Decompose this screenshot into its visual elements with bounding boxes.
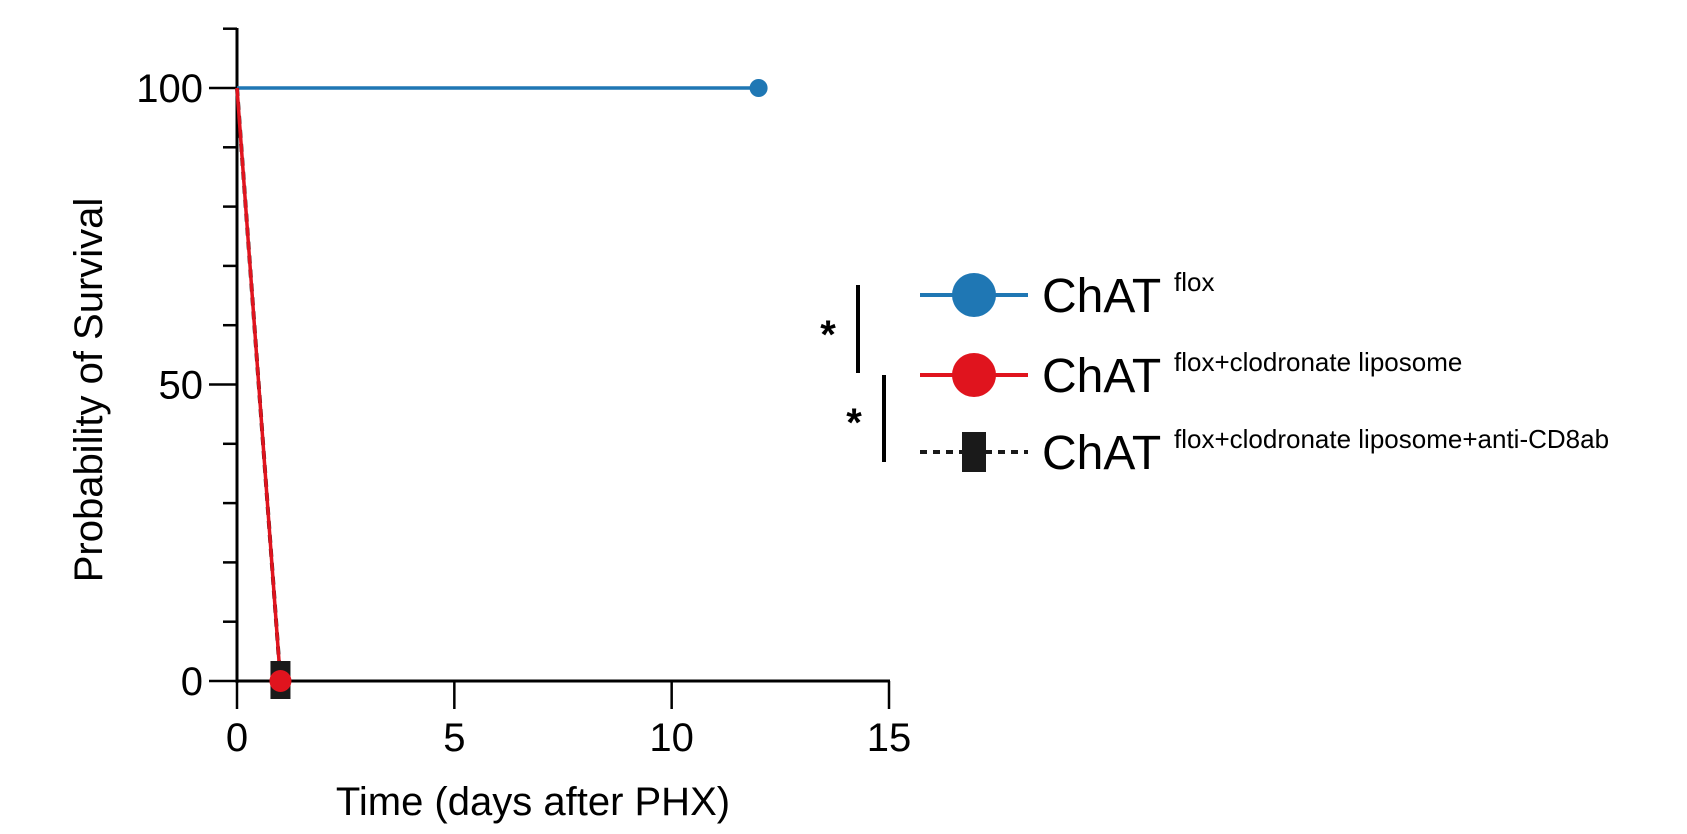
x-tick-label: 15 <box>867 716 912 760</box>
x-tick-label: 5 <box>443 716 465 760</box>
x-axis-title: Time (days after PHX) <box>336 780 730 824</box>
legend-label-1: ChAT <box>1042 350 1161 403</box>
legend-label-sup-0: flox <box>1174 267 1214 297</box>
series-layer <box>235 79 768 699</box>
series-marker-0 <box>749 79 768 97</box>
legend-label-sup-2: flox+clodronate liposome+anti-CD8ab <box>1174 424 1609 454</box>
y-axis-title: Probability of Survival <box>67 198 111 583</box>
series-marker-1 <box>269 670 292 692</box>
legend-label-0: ChAT <box>1042 270 1161 323</box>
axes: 0 50 100 0 5 10 15 <box>136 27 912 760</box>
y-tick-label: 0 <box>181 660 203 704</box>
legend-label-sup-1: flox+clodronate liposome <box>1174 347 1462 377</box>
legend-marker-2 <box>962 432 986 472</box>
legend-marker-1 <box>952 353 996 397</box>
series-line-1 <box>235 87 283 682</box>
legend-marker-0 <box>952 273 996 317</box>
x-tick-label: 0 <box>226 716 248 760</box>
x-tick-label: 10 <box>649 716 694 760</box>
significance-star-0: * <box>820 313 836 357</box>
y-tick-label: 100 <box>136 67 203 111</box>
legend: ChAT flox ChAT flox+clodronate liposome ChAT… <box>820 267 1609 480</box>
legend-label-2: ChAT <box>1042 427 1161 480</box>
y-tick-label: 50 <box>159 364 204 408</box>
significance-star-1: * <box>846 401 862 445</box>
